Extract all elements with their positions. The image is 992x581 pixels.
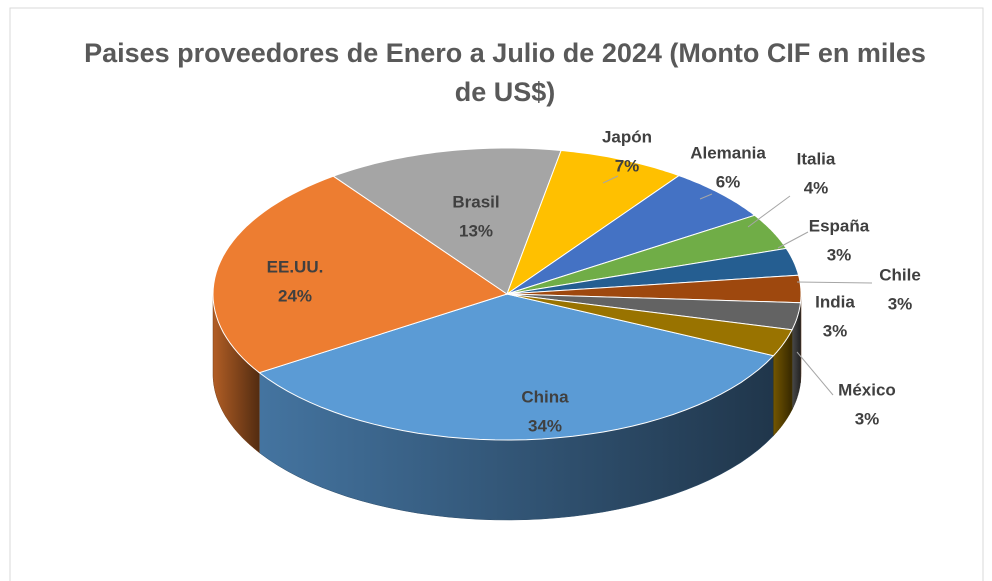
pie-slice (506, 214, 788, 295)
data-labels: China 34% EE.UU. 24% Brasil 13% Japón 7% Alemani… (267, 127, 921, 435)
value-label: 13% (459, 221, 493, 240)
pie-slice (258, 293, 775, 441)
pie-slice (506, 293, 793, 357)
pie-tops (212, 147, 802, 441)
pie-slice (332, 147, 562, 295)
value-label: 4% (804, 178, 829, 197)
value-label: 3% (855, 409, 880, 428)
category-label: India (815, 292, 855, 311)
value-label: 3% (827, 245, 852, 264)
category-label: EE.UU. (267, 257, 324, 276)
pie-slice (506, 175, 756, 295)
value-label: 6% (716, 172, 741, 191)
chart-title: Paises proveedores de Enero a Julio de 2… (84, 38, 926, 107)
category-label: España (809, 216, 870, 235)
value-label: 7% (615, 156, 640, 175)
value-label: 3% (888, 294, 913, 313)
pie-sides (212, 294, 802, 521)
value-label: 24% (278, 286, 312, 305)
leader-line (796, 351, 834, 396)
leader-line (699, 193, 713, 200)
category-label: Brasil (452, 192, 499, 211)
leader-line (777, 231, 809, 249)
value-label: 34% (528, 416, 562, 435)
category-label: Chile (879, 265, 921, 284)
leader-line (796, 281, 873, 284)
pie-slice (212, 175, 509, 374)
value-label: 3% (823, 321, 848, 340)
category-label: Italia (797, 149, 836, 168)
category-label: Japón (602, 127, 652, 146)
category-label: México (838, 380, 896, 399)
leader-line (747, 195, 791, 228)
category-label: Alemania (690, 143, 766, 162)
leader-line (602, 175, 619, 184)
pie-slice (506, 247, 800, 295)
pie-slice (505, 149, 681, 296)
category-label: China (521, 387, 569, 406)
